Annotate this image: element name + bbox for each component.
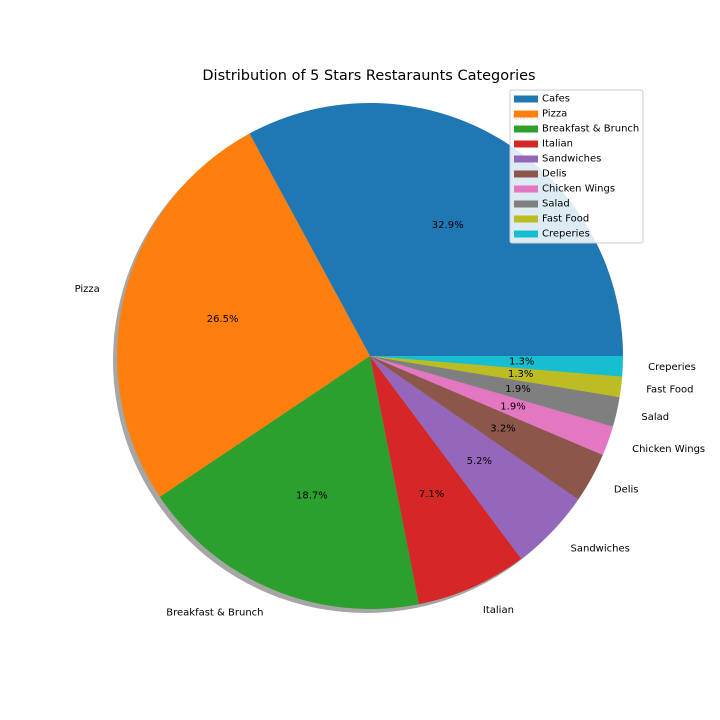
pct-label-chicken-wings: 1.9%: [500, 402, 525, 413]
slice-label-pizza: Pizza: [75, 284, 100, 295]
legend-item-chicken-wings: Chicken Wings: [514, 184, 615, 195]
pct-label-creperies: 1.3%: [509, 357, 534, 368]
legend-label-sandwiches: Sandwiches: [542, 154, 601, 165]
legend-swatch-delis: [514, 170, 538, 178]
pie-slice-breakfast-and-brunch: [159, 356, 419, 610]
legend-item-cafes: Cafes: [514, 94, 570, 105]
legend-label-fast-food: Fast Food: [542, 214, 589, 225]
legend-item-salad: Salad: [514, 199, 570, 210]
pie-slice-chicken-wings: [370, 356, 613, 456]
pct-label-breakfast-and-brunch: 18.7%: [296, 491, 328, 502]
legend-swatch-creperies: [514, 230, 538, 238]
pie-slice-sandwiches: [370, 356, 579, 559]
pct-label-sandwiches: 5.2%: [467, 456, 492, 467]
legend-item-sandwiches: Sandwiches: [514, 154, 601, 165]
legend-swatch-chicken-wings: [514, 185, 538, 193]
pie-slice-delis: [370, 356, 603, 500]
legend-label-italian: Italian: [542, 139, 573, 150]
slice-label-creperies: Creperies: [648, 362, 696, 373]
legend-label-pizza: Pizza: [542, 109, 567, 120]
legend-item-creperies: Creperies: [514, 229, 590, 240]
slice-label-chicken-wings: Chicken Wings: [632, 444, 705, 455]
legend-label-salad: Salad: [542, 199, 570, 210]
pie-slice-fast-food: [370, 356, 623, 398]
pct-label-cafes: 32.9%: [432, 220, 464, 231]
legend-label-chicken-wings: Chicken Wings: [542, 184, 615, 195]
legend-swatch-sandwiches: [514, 155, 538, 163]
legend-swatch-salad: [514, 200, 538, 208]
pct-label-italian: 7.1%: [419, 489, 444, 500]
pie-slice-creperies: [370, 356, 623, 377]
chart-title: Distribution of 5 Stars Restaraunts Cate…: [202, 68, 535, 84]
legend-item-delis: Delis: [514, 169, 567, 180]
slice-label-sandwiches: Sandwiches: [571, 544, 630, 555]
legend-label-creperies: Creperies: [542, 229, 590, 240]
pie-slice-salad: [370, 356, 620, 427]
slice-label-italian: Italian: [483, 605, 514, 616]
pct-label-fast-food: 1.3%: [508, 369, 533, 380]
legend-swatch-fast-food: [514, 215, 538, 223]
legend-swatch-pizza: [514, 110, 538, 118]
pct-label-delis: 3.2%: [490, 424, 515, 435]
legend-swatch-breakfast-and-brunch: [514, 125, 538, 133]
legend-frame: [509, 89, 644, 244]
legend-swatch-italian: [514, 140, 538, 148]
legend-item-pizza: Pizza: [514, 109, 567, 120]
pie-slices: [116, 102, 623, 610]
legend-label-breakfast-and-brunch: Breakfast & Brunch: [542, 124, 639, 135]
percentage-labels: 32.9% 26.5% 18.7% 7.1% 5.2% 3.2% 1.9% 1.9% 1.3%1…: [207, 220, 535, 502]
slice-label-fast-food: Fast Food: [646, 385, 693, 396]
legend-label-delis: Delis: [542, 169, 567, 180]
slice-label-delis: Delis: [614, 485, 639, 496]
legend-swatch-cafes: [514, 95, 538, 103]
pct-label-salad: 1.9%: [505, 384, 530, 395]
legend-item-breakfast-and-brunch: Breakfast & Brunch: [514, 124, 639, 135]
slice-label-salad: Salad: [641, 412, 669, 423]
pct-label-pizza: 26.5%: [207, 314, 239, 325]
pie-slice-pizza: [116, 133, 370, 497]
legend: Cafes Pizza Breakfast & Brunch Italian Sandw…: [509, 89, 644, 244]
legend-item-italian: Italian: [514, 139, 573, 150]
slice-label-breakfast-and-brunch: Breakfast & Brunch: [166, 608, 263, 619]
legend-item-fast-food: Fast Food: [514, 214, 589, 225]
pie-slice-italian: [370, 356, 522, 605]
legend-label-cafes: Cafes: [542, 94, 570, 105]
